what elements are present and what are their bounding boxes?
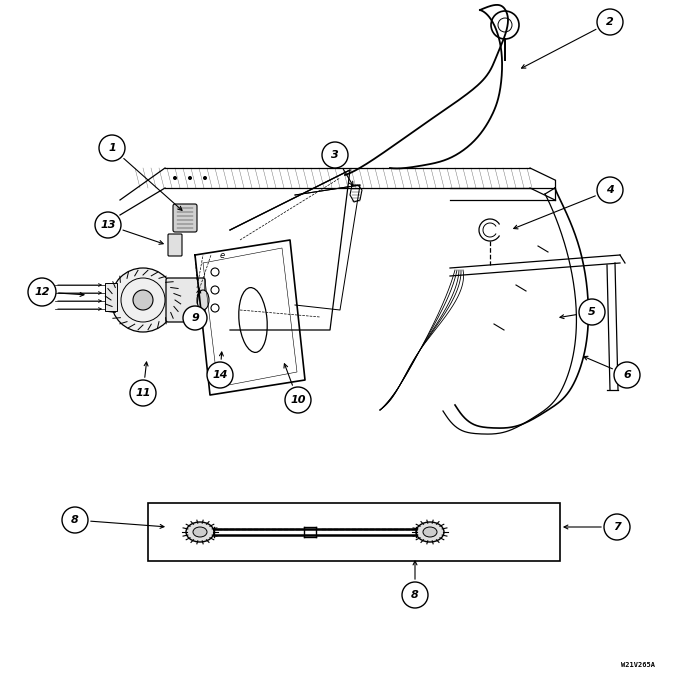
Circle shape [207,362,233,388]
FancyBboxPatch shape [105,283,117,311]
Text: 1: 1 [108,143,116,153]
Text: 8: 8 [71,515,79,525]
Text: W21V265A: W21V265A [621,662,655,668]
Circle shape [130,380,156,406]
FancyBboxPatch shape [173,204,197,232]
Circle shape [597,9,623,35]
Text: 2: 2 [606,17,614,27]
Text: e: e [220,251,225,260]
Ellipse shape [423,527,437,537]
Text: 7: 7 [613,522,621,532]
Circle shape [203,176,207,180]
Circle shape [173,176,177,180]
Circle shape [95,212,121,238]
Circle shape [614,362,640,388]
Text: 9: 9 [191,313,199,323]
Circle shape [99,135,125,161]
Circle shape [597,177,623,203]
Circle shape [28,278,56,306]
Text: 6: 6 [623,370,631,380]
FancyBboxPatch shape [166,278,205,322]
Text: 4: 4 [606,185,614,195]
Circle shape [604,514,630,540]
Circle shape [183,306,207,330]
Circle shape [579,299,605,325]
Text: 14: 14 [212,370,228,380]
Text: 10: 10 [290,395,306,405]
Circle shape [402,582,428,608]
Circle shape [188,176,192,180]
Text: 5: 5 [588,307,596,317]
FancyBboxPatch shape [168,234,182,256]
Circle shape [322,142,348,168]
Text: 3: 3 [331,150,339,160]
Ellipse shape [193,527,207,537]
Circle shape [111,268,175,332]
Text: 11: 11 [135,388,151,398]
Circle shape [133,290,153,310]
Circle shape [62,507,88,533]
Ellipse shape [197,290,209,310]
Circle shape [285,387,311,413]
Text: 12: 12 [34,287,50,297]
Text: 13: 13 [100,220,116,230]
Bar [148,503,560,561]
Ellipse shape [186,522,214,542]
Text: 8: 8 [411,590,419,600]
Ellipse shape [416,522,444,542]
